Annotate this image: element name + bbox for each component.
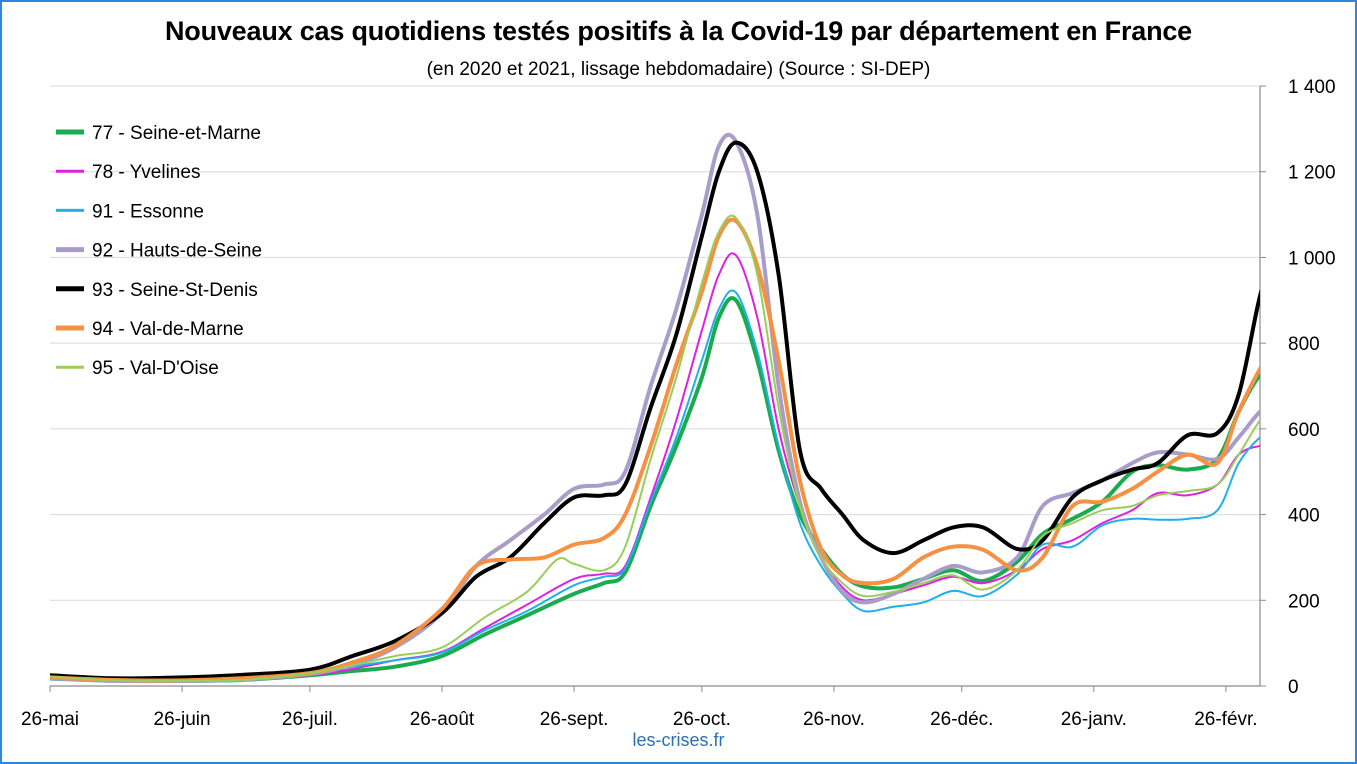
legend-label: 95 - Val-D'Oise (92, 358, 219, 379)
x-tick-label: 26-oct. (673, 709, 731, 730)
legend-label: 93 - Seine-St-Denis (92, 280, 258, 301)
legend-label: 94 - Val-de-Marne (92, 319, 244, 340)
y-tick-label: 800 (1288, 334, 1320, 355)
x-tick-label: 26-févr. (1194, 709, 1257, 730)
series-line-3 (50, 289, 1260, 683)
y-tick-label: 0 (1288, 677, 1299, 698)
x-tick-label: 26-juil. (282, 709, 338, 730)
x-tick-label: 26-janv. (1061, 709, 1127, 730)
series-line-1 (50, 296, 1260, 683)
series-lines (50, 132, 1260, 684)
y-tick-label: 1 400 (1288, 77, 1336, 98)
legend-label: 91 - Essonne (92, 201, 204, 222)
legend-label: 92 - Hauts-de-Seine (92, 241, 262, 262)
series-line-6 (50, 217, 1260, 683)
x-tick-label: 26-sept. (540, 709, 609, 730)
legend: 77 - Seine-et-Marne 78 - Yvelines 91 - Ess… (56, 123, 262, 379)
y-tick-label: 600 (1288, 420, 1320, 441)
x-tick-label: 26-juin (154, 709, 211, 730)
x-axis-tick-labels: 26-mai 26-juin 26-juil. 26-août 26-sept. 26-o… (21, 709, 1258, 730)
y-tick-label: 200 (1288, 591, 1320, 612)
chart-title: Nouveaux cas quotidiens testés positifs … (164, 16, 1192, 46)
legend-label: 77 - Seine-et-Marne (92, 123, 261, 144)
series-line-2 (50, 252, 1260, 683)
source-credit: les-crises.fr (632, 730, 725, 750)
x-tick-label: 26-déc. (930, 709, 993, 730)
y-tick-label: 400 (1288, 506, 1320, 527)
legend-label: 78 - Yvelines (92, 162, 200, 183)
series-line-7 (50, 214, 1260, 682)
x-tick-label: 26-mai (21, 709, 79, 730)
chart-subtitle: (en 2020 et 2021, lissage hebdomadaire) … (426, 59, 931, 80)
x-tick-label: 26-nov. (803, 709, 865, 730)
x-tick-label: 26-août (410, 709, 475, 730)
y-tick-label: 1 200 (1288, 163, 1336, 184)
y-axis-tick-labels: 0 200 400 600 800 1 000 1 200 1 400 (1288, 77, 1336, 698)
y-tick-label: 1 000 (1288, 248, 1336, 269)
gridlines (50, 85, 1260, 601)
axes (49, 85, 1266, 692)
